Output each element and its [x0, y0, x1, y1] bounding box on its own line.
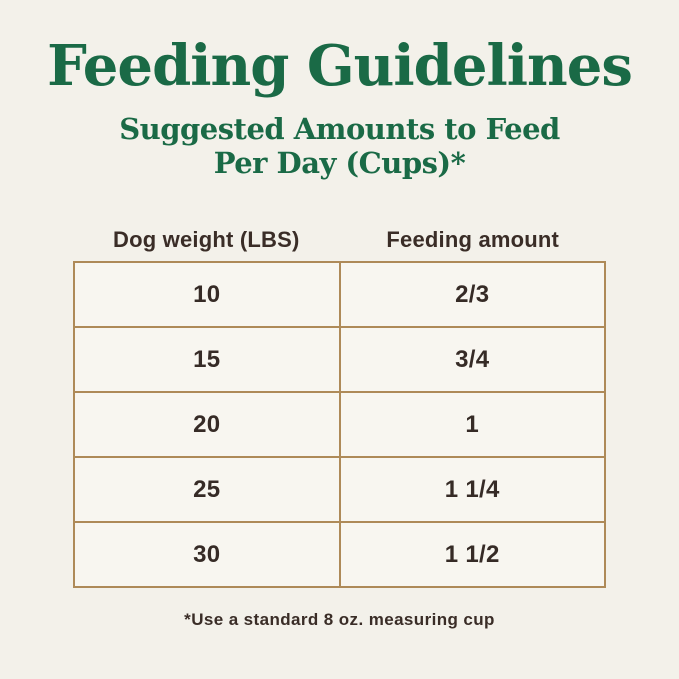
feeding-amount-value: 2/3 [338, 261, 606, 329]
column-header-feeding-amount: Feeding amount [386, 227, 560, 253]
feeding-amount-value: 3/4 [338, 326, 606, 394]
table-row: 20 1 [73, 391, 606, 459]
page-title: Feeding Guidelines [47, 33, 633, 99]
column-header-dog-weight: Dog weight (LBS) [112, 227, 300, 253]
feeding-table-section: Dog weight (LBS) Feeding amount 10 2/3 1… [73, 227, 606, 589]
table-row: 30 1 1/2 [73, 521, 606, 589]
feeding-amount-value: 1 [338, 391, 606, 459]
table-row: 10 2/3 [73, 261, 606, 329]
table-row: 25 1 1/4 [73, 456, 606, 524]
feeding-amount-value: 1 1/4 [338, 456, 606, 524]
dog-weight-value: 20 [73, 391, 341, 459]
feeding-table: 10 2/3 15 3/4 20 1 25 1 1/4 30 1 1/2 [73, 261, 606, 589]
feeding-amount-value: 1 1/2 [338, 521, 606, 589]
table-row: 15 3/4 [73, 326, 606, 394]
subtitle-line-2: Per Day (Cups)* [213, 146, 466, 181]
subtitle-line-1: Suggested Amounts to Feed [119, 111, 560, 146]
dog-weight-value: 25 [73, 456, 341, 524]
measuring-cup-footnote: *Use a standard 8 oz. measuring cup [184, 610, 495, 630]
dog-weight-value: 10 [73, 261, 341, 329]
dog-weight-value: 15 [73, 326, 341, 394]
page-subtitle: Suggested Amounts to Feed Per Day (Cups)… [0, 112, 679, 182]
table-column-headers: Dog weight (LBS) Feeding amount [73, 227, 606, 261]
dog-weight-value: 30 [73, 521, 341, 589]
